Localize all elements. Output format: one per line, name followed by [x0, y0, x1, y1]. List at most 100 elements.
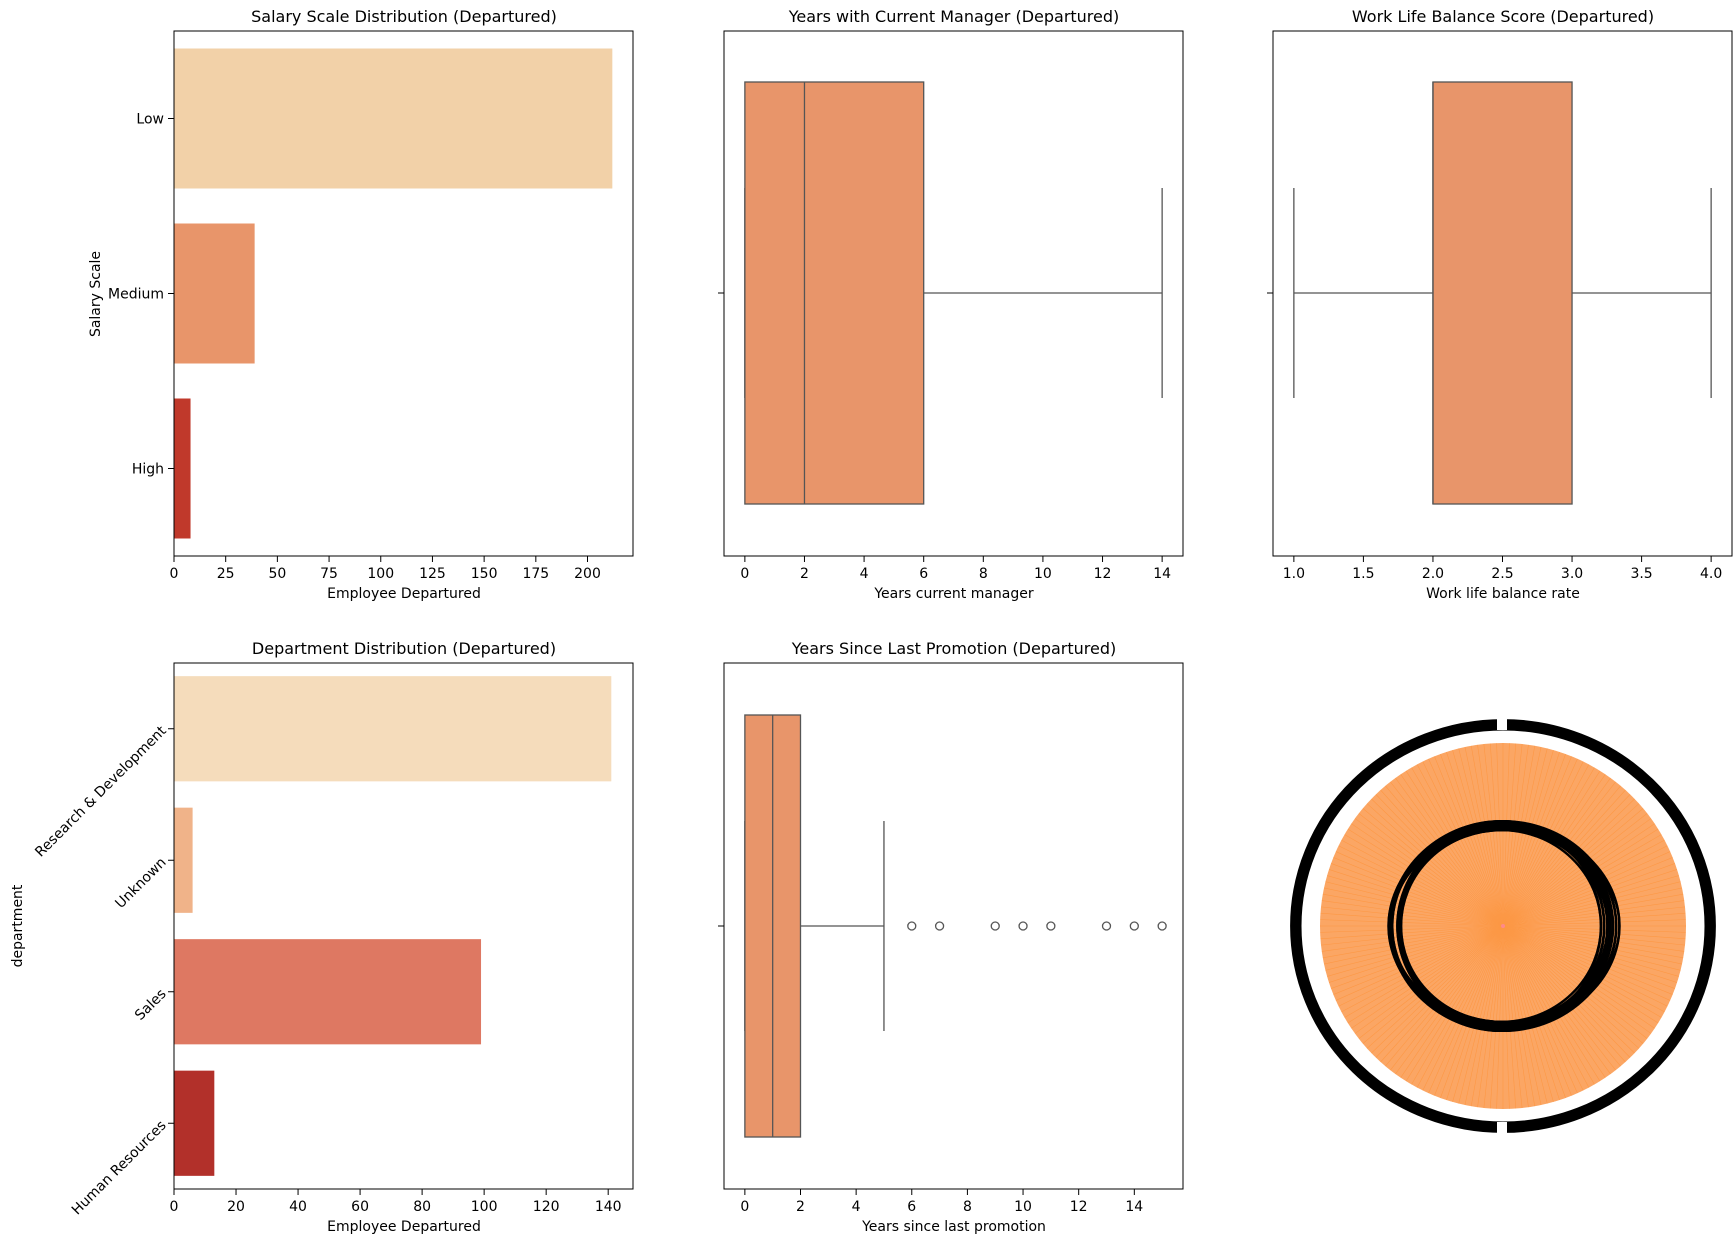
pie-slice-edge — [1502, 875, 1679, 927]
pie-label-ellipse — [1387, 828, 1621, 1024]
pie-slice-edge — [1502, 925, 1652, 1034]
x-tick-label: 10 — [1014, 1199, 1032, 1215]
pie-slice-edge — [1452, 925, 1504, 1102]
pie-slice-edge — [1502, 925, 1685, 952]
plot-frame — [1272, 30, 1733, 557]
pie-slice-edge — [1483, 743, 1504, 927]
pie-slice-edge — [1502, 789, 1626, 927]
pie-slice-edge — [1502, 925, 1635, 1054]
pie-slice-edge — [1322, 893, 1504, 927]
pie-slice-edge — [1502, 881, 1681, 927]
pie-slice-edge — [1502, 887, 1683, 927]
pie-slice-edge — [1333, 857, 1504, 927]
pie-slice-edge — [1434, 756, 1504, 927]
pie-slice-edge — [1502, 893, 1684, 927]
pie-slice-edge — [1502, 925, 1681, 971]
pie-slice-edge — [1502, 851, 1671, 927]
x-tick-label: 3.5 — [1630, 566, 1652, 582]
pie-slice-edge — [1411, 925, 1504, 1085]
chart-years-current-manager: Years with Current Manager (Departured) … — [718, 7, 1184, 602]
pie-slice-edge — [1502, 869, 1678, 927]
pie-slice-edge — [1440, 753, 1504, 927]
plot-frame — [723, 30, 1184, 557]
x-tick-label: 12 — [1070, 1199, 1088, 1215]
chart-pie — [1290, 714, 1716, 1138]
chart-salary-scale: Salary Scale Distribution (Departured) L… — [88, 7, 634, 602]
x-tick-label: 1.5 — [1352, 566, 1374, 582]
pie-slice-edge — [1321, 900, 1504, 927]
pie-slice-edge — [1347, 828, 1504, 927]
pie-slice-edge — [1328, 869, 1504, 927]
pie-ring-gap — [1497, 1122, 1507, 1138]
pie-slice-edge — [1395, 925, 1504, 1075]
pie-slice-edge — [1502, 925, 1662, 1018]
pie-slice-edge — [1502, 808, 1644, 927]
pie-slice-edge — [1452, 750, 1504, 927]
pie-slice-edge — [1366, 925, 1504, 1049]
pie-slice-edge — [1502, 925, 1560, 1101]
x-tick-label: 4 — [852, 1199, 861, 1215]
pie-slice-edge — [1351, 823, 1504, 927]
x-tick-label: 50 — [268, 566, 286, 582]
x-tick-label: 2.0 — [1422, 566, 1444, 582]
x-tick-label: 0 — [170, 566, 179, 582]
pie-slice-edge — [1380, 789, 1504, 927]
pie-slice-edge — [1502, 925, 1676, 989]
x-axis-label: Work life balance rate — [1426, 586, 1580, 602]
pie-slice-edge — [1502, 925, 1517, 1109]
pie-slice-edge — [1502, 743, 1510, 927]
pie-slice-edge — [1327, 925, 1504, 977]
x-axis-label: Employee Departured — [327, 1219, 481, 1235]
pie-slice-edge — [1347, 925, 1504, 1024]
x-tick-label: 2 — [800, 566, 809, 582]
pie-slice-edge — [1502, 925, 1621, 1067]
x-tick-label: 0 — [740, 566, 749, 582]
pie-slice-edge — [1323, 887, 1504, 927]
pie-slice-edge — [1422, 761, 1504, 927]
pie-slice-edge — [1502, 925, 1616, 1071]
x-tick-label: 6 — [919, 566, 928, 582]
pie-slice-edge — [1320, 919, 1504, 927]
x-tick-label: 120 — [533, 1199, 560, 1215]
outlier-point — [990, 921, 1000, 931]
pie-slice-edge — [1502, 743, 1523, 927]
x-tick-label: 80 — [413, 1199, 431, 1215]
pie-slice-edge — [1362, 808, 1504, 927]
pie-slice-edge — [1502, 925, 1601, 1082]
pie-slice-edge — [1320, 925, 1504, 940]
pie-slice-edge — [1489, 925, 1504, 1109]
pie-slice-edge — [1358, 813, 1504, 927]
pie-slice-edge — [1446, 751, 1504, 927]
chart-title: Salary Scale Distribution (Departured) — [251, 7, 557, 26]
bar — [174, 939, 482, 1045]
outlier-point — [934, 921, 945, 931]
pie-slice-edge — [1320, 925, 1504, 933]
pie-slice-edge — [1458, 925, 1504, 1104]
pie-slice-edge — [1323, 925, 1504, 965]
pie-slice-edge — [1489, 743, 1504, 927]
pie-slice-edge — [1338, 845, 1504, 927]
y-tick-label: High — [132, 462, 164, 478]
bar — [174, 676, 612, 782]
pie-slice-edge — [1344, 925, 1504, 1018]
pie-slice-edge — [1502, 925, 1566, 1099]
x-tick-label: 1.0 — [1283, 566, 1305, 582]
pie-slice-edge — [1354, 925, 1504, 1034]
pie-slice-edge — [1502, 925, 1686, 933]
pie-slice-edge — [1395, 777, 1504, 927]
pie-ring-gap — [1497, 714, 1507, 730]
pie-slice-edge — [1502, 925, 1659, 1024]
pie-slice-edge — [1502, 798, 1635, 927]
x-tick-label: 10 — [1034, 566, 1052, 582]
pie-slice-edge — [1502, 912, 1686, 927]
x-tick-label: 200 — [574, 566, 601, 582]
outlier-point — [907, 921, 917, 931]
pie-slice-edge — [1502, 756, 1572, 927]
pie-slice-edge — [1390, 925, 1504, 1071]
pie-slice-edge — [1502, 745, 1536, 927]
pie-slice-edge — [1502, 900, 1685, 927]
pie-slice-edge — [1502, 925, 1678, 983]
pie-label-ring-inner — [1387, 819, 1621, 1033]
pie-slice-edge — [1502, 785, 1621, 927]
pie-slice-edge — [1502, 925, 1584, 1091]
